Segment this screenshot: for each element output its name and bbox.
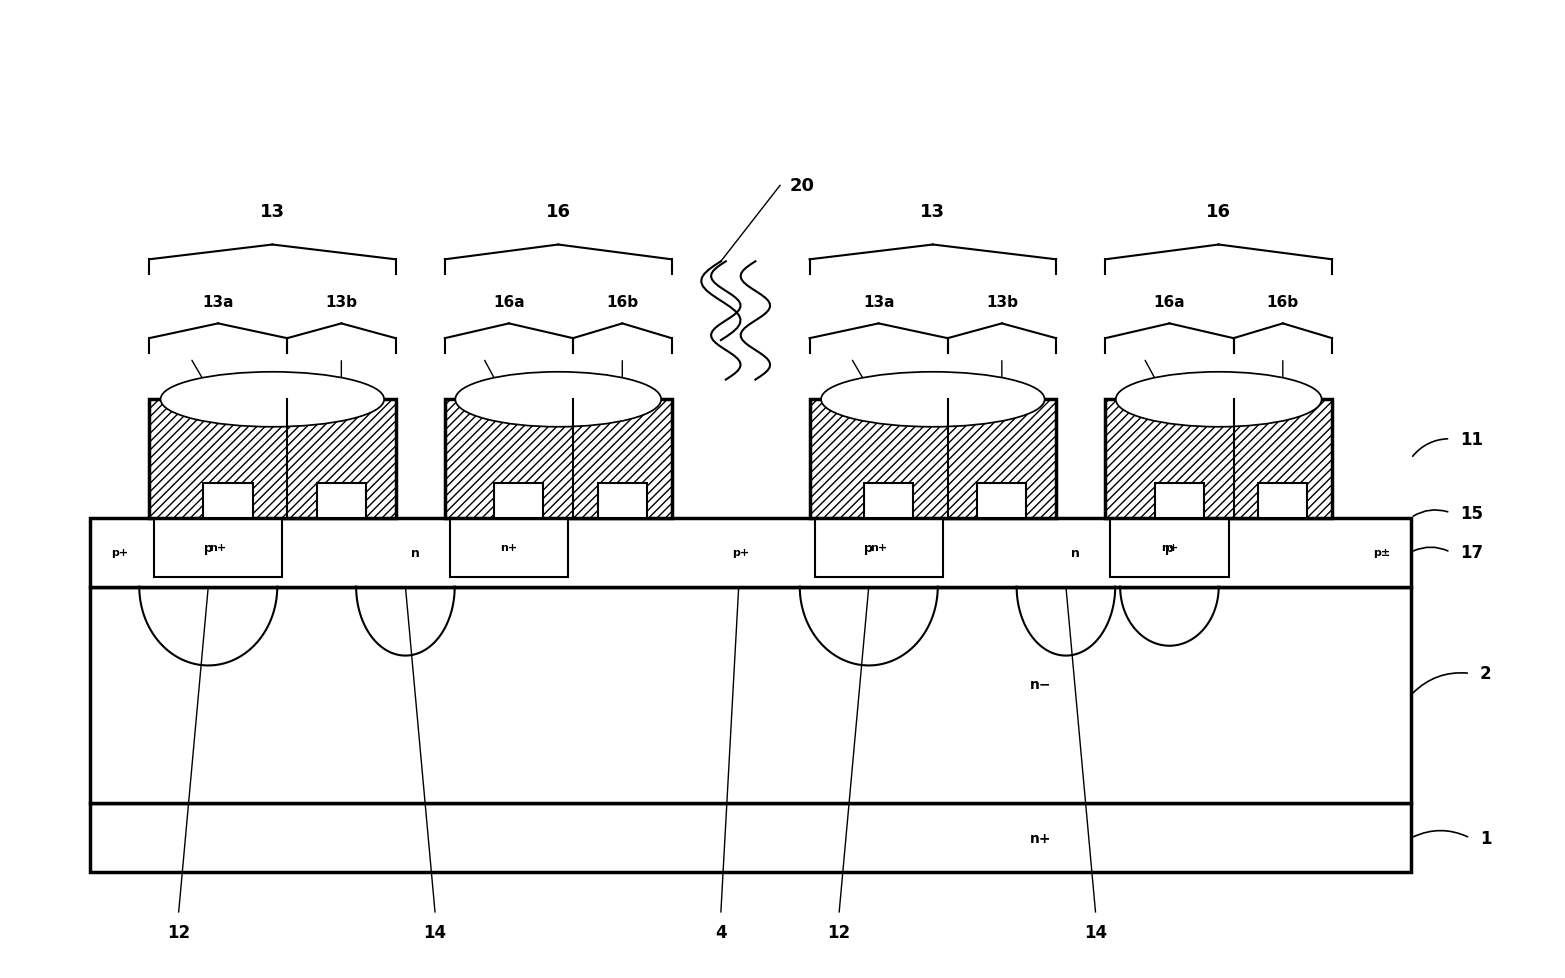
Bar <box>1110 518 1229 577</box>
Text: 11: 11 <box>1460 430 1484 448</box>
Bar <box>814 518 942 577</box>
Text: 1: 1 <box>1480 829 1491 847</box>
Text: 16: 16 <box>1207 202 1232 221</box>
Text: n+: n+ <box>1161 543 1178 553</box>
Text: 2: 2 <box>1480 665 1491 683</box>
Ellipse shape <box>161 374 383 426</box>
Bar <box>598 483 646 518</box>
Bar <box>864 483 912 518</box>
Text: 13b: 13b <box>326 294 357 309</box>
Ellipse shape <box>161 374 383 426</box>
Text: p±: p± <box>1373 548 1390 557</box>
Text: 13a: 13a <box>202 294 233 309</box>
Bar <box>153 518 282 577</box>
Bar <box>449 518 568 577</box>
Text: 15: 15 <box>1460 504 1484 522</box>
Text: n+: n+ <box>501 543 518 553</box>
Bar <box>1155 483 1203 518</box>
Bar <box>495 483 543 518</box>
Text: n−: n− <box>1030 678 1052 691</box>
Ellipse shape <box>455 374 660 426</box>
Text: 16a: 16a <box>493 294 524 309</box>
Bar <box>89 587 1412 804</box>
Text: 13: 13 <box>260 202 285 221</box>
Text: p: p <box>864 541 873 555</box>
Bar <box>149 400 396 518</box>
Text: n+: n+ <box>870 543 887 553</box>
Text: n+: n+ <box>1030 831 1052 845</box>
Text: 14: 14 <box>424 922 446 941</box>
Bar <box>444 400 671 518</box>
Text: 13a: 13a <box>862 294 894 309</box>
Text: 16b: 16b <box>606 294 639 309</box>
Text: 16a: 16a <box>1153 294 1185 309</box>
Bar <box>1105 400 1332 518</box>
Text: 16b: 16b <box>1266 294 1299 309</box>
Bar <box>203 483 252 518</box>
Bar <box>977 483 1027 518</box>
Text: 4: 4 <box>715 922 726 941</box>
Bar <box>89 804 1412 872</box>
Text: 17: 17 <box>1460 544 1484 561</box>
Text: 16: 16 <box>546 202 571 221</box>
Ellipse shape <box>1117 374 1321 426</box>
Text: p: p <box>1164 541 1174 555</box>
Ellipse shape <box>455 374 660 426</box>
Text: p: p <box>203 541 213 555</box>
Text: p+: p+ <box>732 548 750 557</box>
Text: n+: n+ <box>210 543 227 553</box>
Text: 12: 12 <box>167 922 191 941</box>
Text: 13b: 13b <box>986 294 1017 309</box>
Bar <box>316 483 366 518</box>
Bar <box>809 400 1056 518</box>
Text: n: n <box>1072 546 1080 559</box>
Text: 14: 14 <box>1085 922 1106 941</box>
Bar <box>1258 483 1307 518</box>
Ellipse shape <box>822 374 1044 426</box>
Text: 12: 12 <box>828 922 851 941</box>
Bar <box>89 518 1412 587</box>
Ellipse shape <box>1117 374 1321 426</box>
Text: p+: p+ <box>111 548 128 557</box>
Text: 20: 20 <box>790 177 815 196</box>
Text: n: n <box>412 546 419 559</box>
Ellipse shape <box>822 374 1044 426</box>
Text: 13: 13 <box>920 202 945 221</box>
